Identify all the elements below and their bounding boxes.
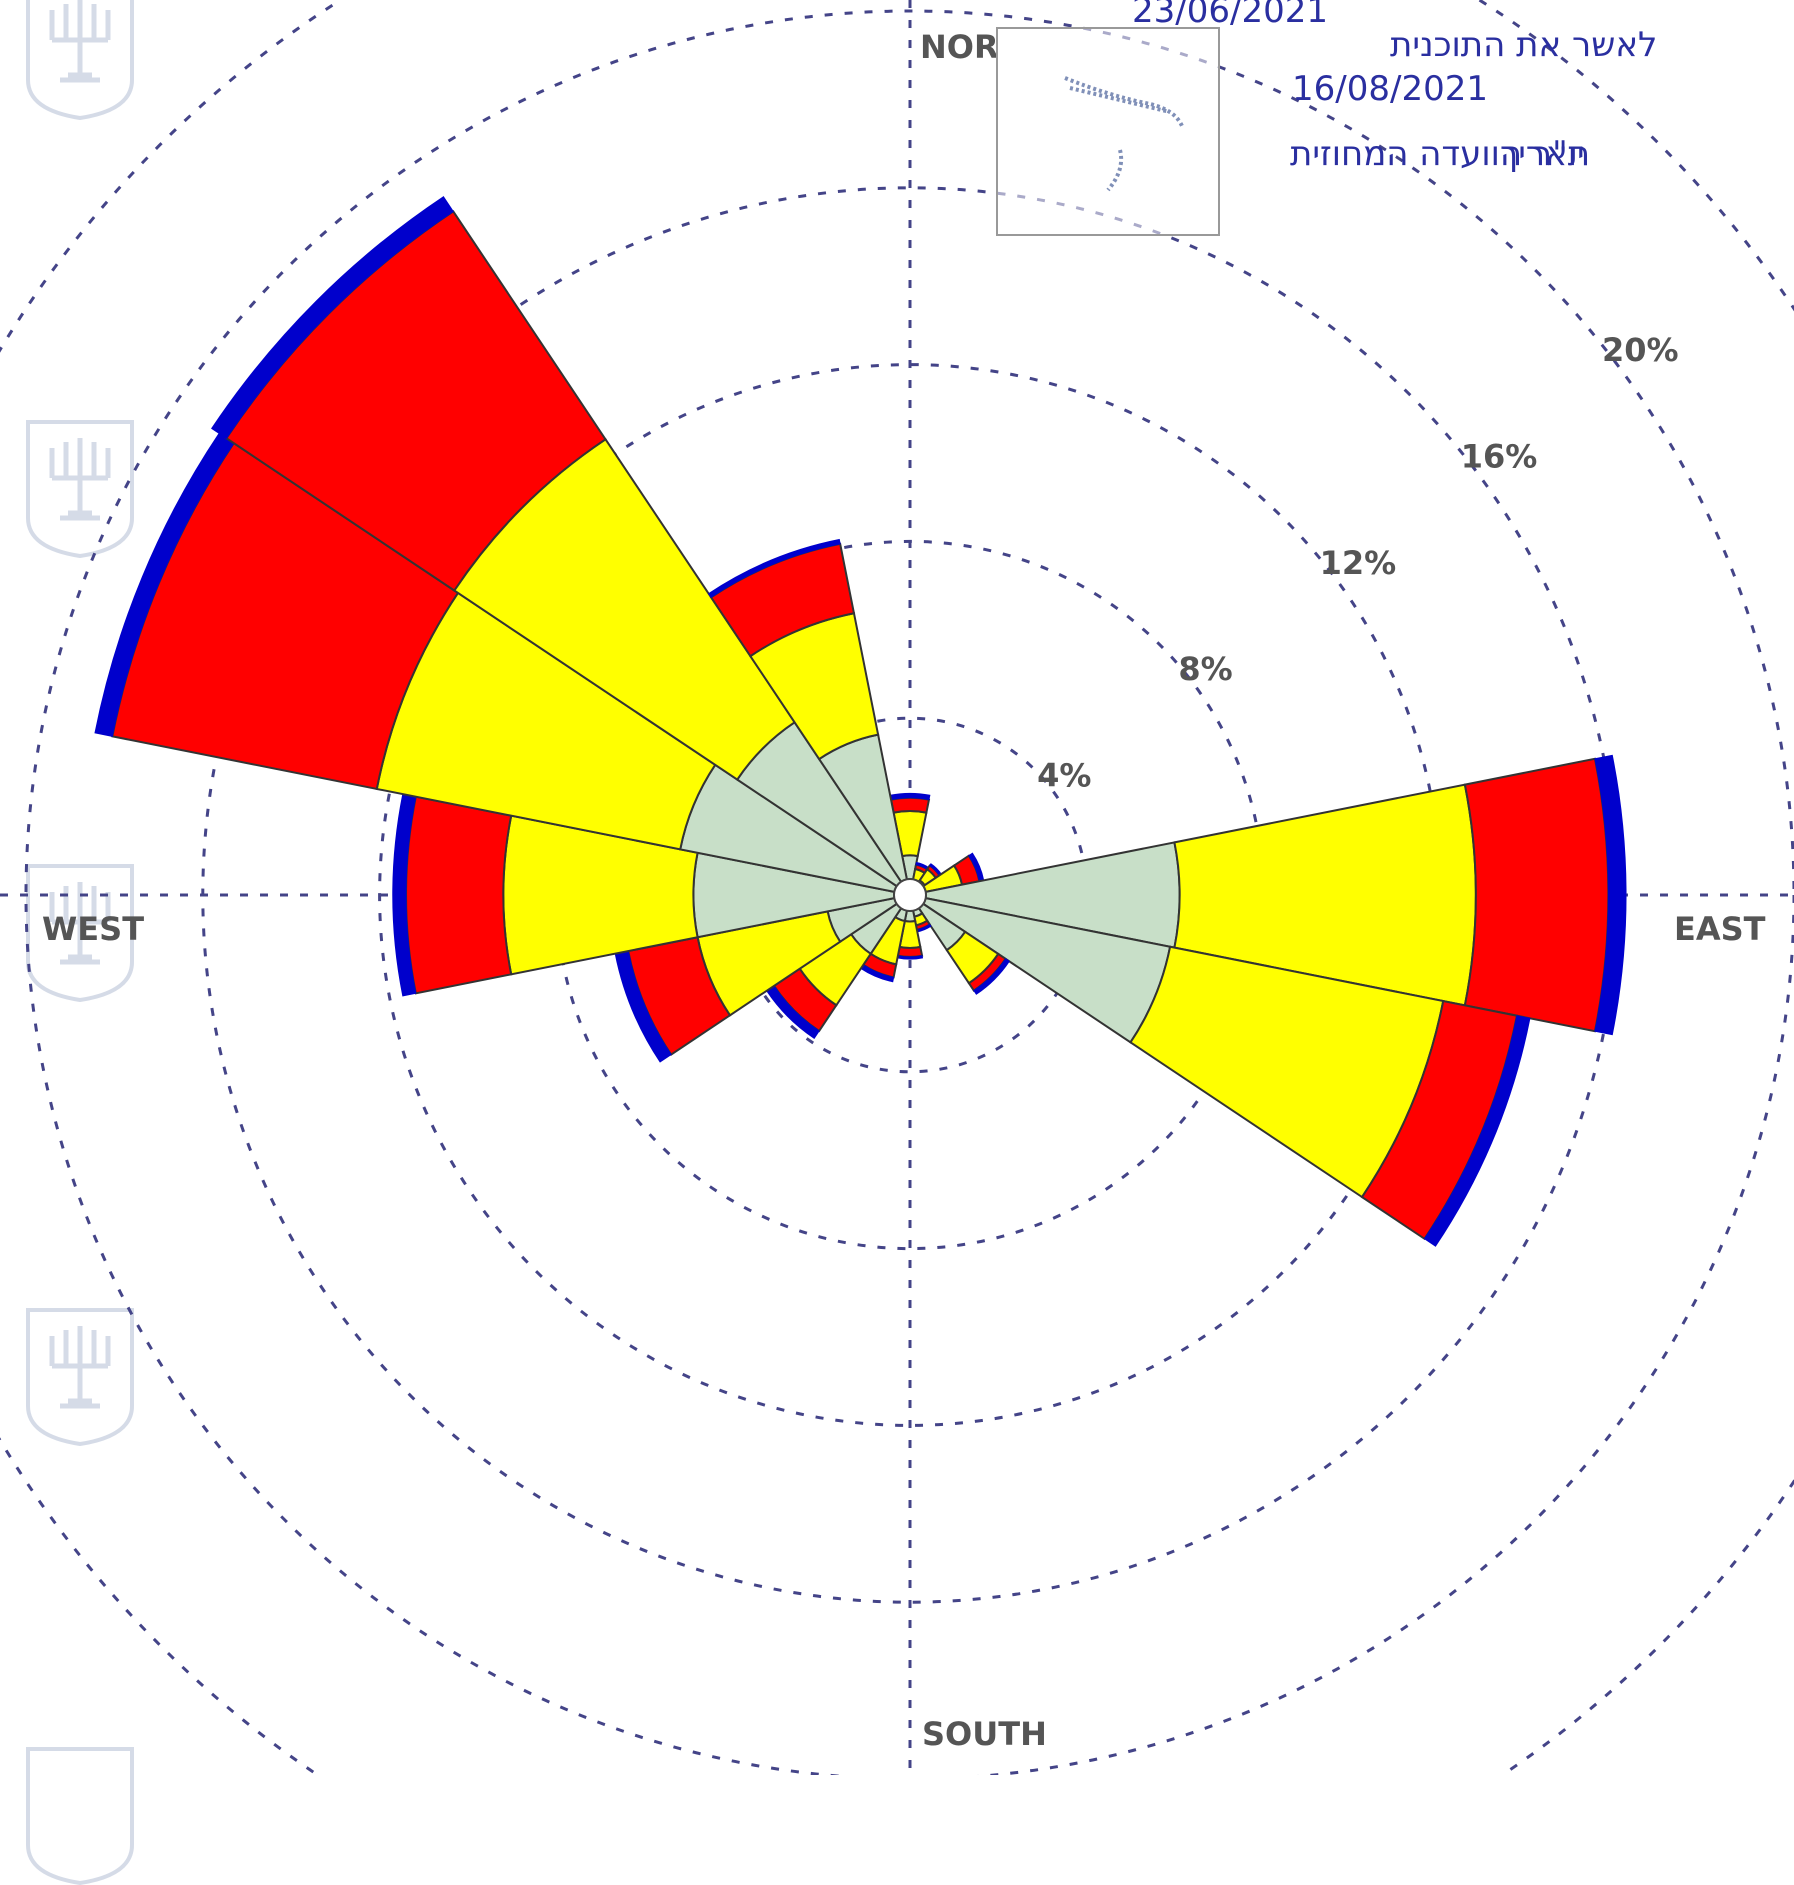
petal-e-band-4 [1594, 754, 1627, 1036]
petal-ese-band-4 [1423, 1015, 1531, 1247]
ring-label: 20% [1602, 331, 1679, 369]
petal-w-band-3 [405, 795, 513, 995]
petal-s-band-3 [896, 945, 924, 958]
emblem-icon [26, 0, 134, 120]
stamp-date-label: תאריך [1500, 134, 1590, 174]
ring-circle [24, 9, 1794, 1775]
petal-n-band-4 [889, 792, 931, 801]
emblem-icon [26, 420, 134, 558]
south-label: SOUTH [922, 1715, 1047, 1753]
stamp-date-top: 23/06/2021 [1132, 0, 1328, 31]
stamp-date: 16/08/2021 [1292, 69, 1488, 109]
stamp-chair-text: יו"ר הוועדה המחוזית [1290, 134, 1585, 174]
ring-label: 4% [1037, 757, 1091, 795]
ring-labels: 4% 8% 12% 16% 20% [1037, 331, 1678, 795]
east-label: EAST [1674, 910, 1766, 948]
stamp-approve-text: לאשר את התוכנית [1390, 25, 1657, 65]
ring-label: 12% [1320, 544, 1397, 582]
emblem-icon [26, 1308, 134, 1446]
petal-n-band-3 [889, 796, 931, 814]
petal-nw-band-4 [211, 196, 454, 439]
wind-rose-chart: 4% 8% 12% 16% 20% NOR EAST SOUTH WEST 23/06/… [0, 0, 1794, 1775]
petal-se-band-4 [973, 958, 1010, 995]
calm-circle [893, 878, 927, 912]
north-label: NOR [920, 28, 999, 66]
ring-label: 16% [1461, 437, 1538, 475]
petals [94, 196, 1627, 1247]
ring-label: 8% [1178, 650, 1232, 688]
emblem-icon [26, 864, 134, 1002]
signature-box [996, 27, 1220, 236]
petal-e-band-3 [1463, 757, 1610, 1033]
west-label: WEST [42, 910, 144, 948]
petal-nnw-band-4 [707, 538, 841, 599]
signature-icon [1064, 76, 1184, 192]
approval-stamp: 23/06/2021 לאשר את התוכנית 16/08/2021 יו… [996, 0, 1657, 236]
